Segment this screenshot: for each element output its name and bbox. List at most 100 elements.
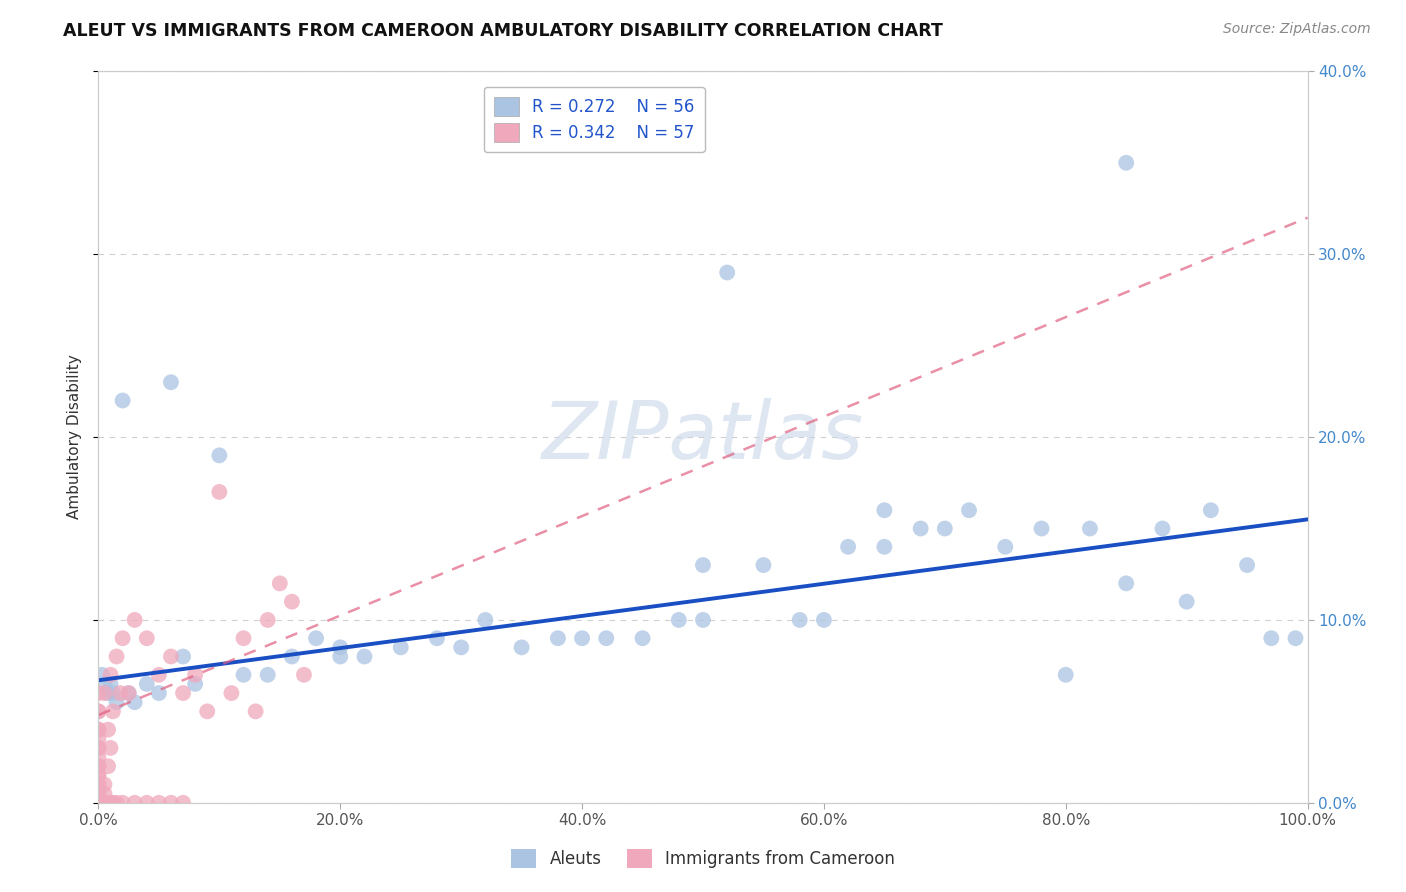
Point — [631, 632, 654, 646]
Point — [208, 448, 231, 462]
Point — [111, 796, 134, 810]
Point — [716, 266, 738, 280]
Point — [1078, 521, 1101, 535]
Point — [692, 613, 714, 627]
Point — [1260, 632, 1282, 646]
Point — [1115, 156, 1137, 170]
Point — [668, 613, 690, 627]
Point — [221, 686, 243, 700]
Point — [93, 778, 115, 792]
Point — [1115, 576, 1137, 591]
Point — [957, 503, 980, 517]
Point — [208, 485, 231, 500]
Point — [105, 796, 128, 810]
Point — [160, 649, 183, 664]
Point — [91, 667, 114, 681]
Point — [873, 503, 896, 517]
Point — [195, 705, 218, 719]
Text: ZIPatlas: ZIPatlas — [541, 398, 865, 476]
Point — [269, 576, 291, 591]
Point — [87, 740, 110, 755]
Point — [105, 649, 128, 664]
Point — [752, 558, 775, 573]
Point — [547, 632, 569, 646]
Point — [305, 632, 328, 646]
Point — [292, 667, 315, 681]
Point — [87, 723, 110, 737]
Point — [100, 796, 122, 810]
Point — [97, 686, 120, 700]
Point — [329, 640, 352, 655]
Point — [101, 686, 124, 700]
Point — [87, 723, 110, 737]
Point — [87, 796, 110, 810]
Point — [595, 632, 617, 646]
Point — [135, 796, 157, 810]
Point — [172, 649, 194, 664]
Point — [353, 649, 375, 664]
Point — [87, 750, 110, 764]
Point — [101, 705, 124, 719]
Point — [100, 740, 122, 755]
Point — [87, 778, 110, 792]
Point — [124, 796, 146, 810]
Point — [172, 686, 194, 700]
Point — [87, 705, 110, 719]
Point — [148, 667, 170, 681]
Point — [111, 632, 134, 646]
Point — [87, 759, 110, 773]
Point — [474, 613, 496, 627]
Point — [148, 796, 170, 810]
Point — [426, 632, 449, 646]
Point — [87, 731, 110, 746]
Point — [184, 677, 207, 691]
Point — [93, 677, 115, 691]
Point — [256, 667, 278, 681]
Point — [256, 613, 278, 627]
Point — [108, 686, 131, 700]
Point — [281, 649, 304, 664]
Point — [1175, 594, 1198, 608]
Point — [934, 521, 956, 535]
Point — [184, 667, 207, 681]
Point — [994, 540, 1017, 554]
Point — [389, 640, 412, 655]
Point — [873, 540, 896, 554]
Point — [1031, 521, 1053, 535]
Point — [510, 640, 533, 655]
Text: Source: ZipAtlas.com: Source: ZipAtlas.com — [1223, 22, 1371, 37]
Point — [97, 723, 120, 737]
Point — [1284, 632, 1306, 646]
Point — [692, 558, 714, 573]
Point — [87, 705, 110, 719]
Point — [813, 613, 835, 627]
Point — [93, 796, 115, 810]
Legend: Aleuts, Immigrants from Cameroon: Aleuts, Immigrants from Cameroon — [505, 842, 901, 875]
Point — [789, 613, 811, 627]
Point — [1236, 558, 1258, 573]
Point — [1152, 521, 1174, 535]
Y-axis label: Ambulatory Disability: Ambulatory Disability — [67, 355, 83, 519]
Point — [148, 686, 170, 700]
Point — [101, 796, 124, 810]
Point — [245, 705, 267, 719]
Point — [1054, 667, 1077, 681]
Point — [450, 640, 472, 655]
Point — [135, 677, 157, 691]
Point — [87, 787, 110, 801]
Point — [87, 796, 110, 810]
Point — [837, 540, 859, 554]
Point — [100, 677, 122, 691]
Point — [87, 768, 110, 782]
Point — [160, 796, 183, 810]
Point — [281, 594, 304, 608]
Point — [1199, 503, 1222, 517]
Point — [105, 695, 128, 709]
Point — [160, 375, 183, 389]
Point — [111, 393, 134, 408]
Point — [87, 686, 110, 700]
Point — [87, 787, 110, 801]
Legend: R = 0.272    N = 56, R = 0.342    N = 57: R = 0.272 N = 56, R = 0.342 N = 57 — [484, 87, 704, 153]
Point — [118, 686, 141, 700]
Text: ALEUT VS IMMIGRANTS FROM CAMEROON AMBULATORY DISABILITY CORRELATION CHART: ALEUT VS IMMIGRANTS FROM CAMEROON AMBULA… — [63, 22, 943, 40]
